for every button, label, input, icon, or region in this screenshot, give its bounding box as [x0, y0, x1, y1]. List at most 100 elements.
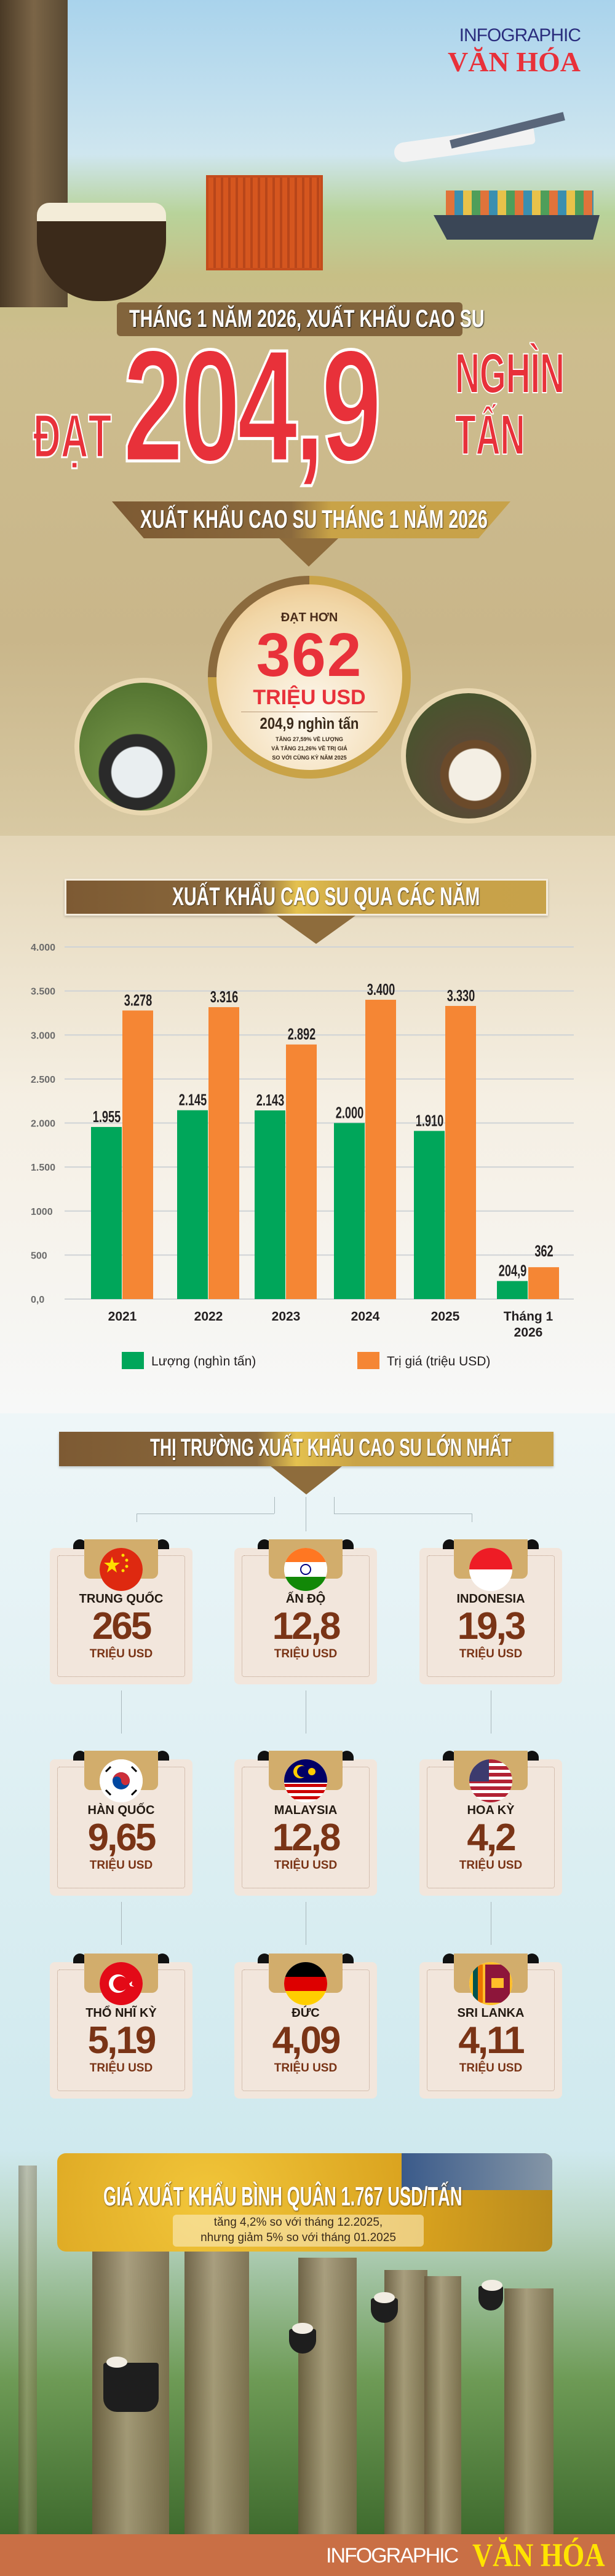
legend-label: Trị giá (triệu USD) [387, 1354, 490, 1368]
indonesia-flag-icon [469, 1548, 512, 1591]
growth-note-1: TĂNG 27,59% VỀ LƯỢNG [276, 736, 343, 742]
x-tick-label: 2021 [108, 1310, 137, 1324]
market-card: MALAYSIA 12,8 TRIỆU USD [234, 1751, 377, 1896]
month-volume: 204,9 nghìn tấn [260, 714, 359, 732]
data-label: 2.145 [179, 1091, 207, 1109]
cargo-ship-image [434, 190, 600, 246]
y-tick-label: 3.000 [31, 1031, 55, 1041]
month-value: 362 [256, 621, 363, 689]
y-tick-label: 500 [31, 1251, 47, 1261]
market-unit: TRIỆU USD [89, 1647, 153, 1660]
data-label: 1.955 [93, 1108, 121, 1126]
latex-photo-right [401, 688, 536, 823]
market-card: HÀN QUỐC 9,65 TRIỆU USD [50, 1751, 192, 1896]
footer-brand-top-line: INFOGRAPHIC [326, 2544, 459, 2567]
market-country: INDONESIA [456, 1592, 525, 1606]
markets-banner-arrow [271, 1466, 342, 1494]
bar-volume [91, 1126, 122, 1299]
growth-note-3: SO VỚI CÙNG KỲ NĂM 2025 [272, 755, 347, 761]
y-tick-label: 2.000 [31, 1119, 55, 1129]
reach-label: ĐẠT HƠN [280, 611, 338, 624]
bar-value [208, 1007, 239, 1299]
bar-volume [255, 1110, 285, 1299]
market-card: INDONESIA 19,3 TRIỆU USD [419, 1539, 562, 1684]
x-tick-label: Tháng 1 [504, 1310, 554, 1324]
bar-value [122, 1010, 153, 1299]
data-label: 3.330 [447, 987, 475, 1005]
bar-value [365, 999, 396, 1299]
bar-value [528, 1267, 559, 1299]
data-label: 2.143 [256, 1091, 285, 1109]
month-banner-arrow [279, 538, 338, 567]
market-country: ĐỨC [292, 2006, 320, 2020]
market-unit: TRIỆU USD [459, 1647, 523, 1660]
market-value: 265 [92, 1605, 152, 1647]
srilanka-flag-icon [469, 1962, 512, 2005]
market-country: THỔ NHĨ KỲ [85, 2006, 157, 2020]
y-tick-label: 3.500 [31, 987, 55, 997]
hero-value: 204,9 [122, 317, 383, 495]
y-tick-label: 1000 [31, 1207, 53, 1217]
latex-photo-left [74, 678, 212, 815]
legend-swatch [122, 1352, 144, 1369]
y-tick-label: 1.500 [31, 1163, 55, 1173]
market-unit: TRIỆU USD [89, 2062, 153, 2075]
market-unit: TRIỆU USD [459, 2062, 523, 2075]
market-country: SRI LANKA [457, 2006, 525, 2020]
market-value: 12,8 [272, 1605, 341, 1647]
brand-name: VĂN HÓA [448, 46, 581, 77]
brand-top-line: INFOGRAPHIC [459, 25, 581, 45]
hero-subtitle-bar [117, 302, 462, 336]
x-tick-label: 2023 [272, 1310, 301, 1324]
y-tick-label: 2.500 [31, 1075, 55, 1085]
market-value: 5,19 [87, 2019, 157, 2062]
market-value: 19,3 [457, 1605, 526, 1647]
market-card: TRUNG QUỐC 265 TRIỆU USD [50, 1539, 192, 1684]
turkey-flag-icon [100, 1962, 143, 2005]
x-tick-label: 2022 [194, 1310, 223, 1324]
x-tick-label: 2024 [351, 1310, 380, 1324]
market-value: 12,8 [272, 1816, 341, 1859]
bar-value [445, 1005, 476, 1299]
price-title: GIÁ XUẤT KHẨU BÌNH QUÂN 1.767 USD/TẤN [103, 2181, 462, 2212]
x-tick-label: 2025 [431, 1310, 460, 1324]
market-value: 4,11 [458, 2019, 525, 2062]
market-value: 9,65 [87, 1816, 157, 1859]
market-country: TRUNG QUỐC [79, 1592, 164, 1606]
chart-banner-title: XUẤT KHẨU CAO SU QUA CÁC NĂM [172, 882, 480, 911]
value-circle: ĐẠT HƠN 362 TRIỆU USD 204,9 nghìn tấn TĂ… [208, 576, 411, 779]
x-tick-label: 2026 [514, 1325, 543, 1340]
growth-note-2: VÀ TĂNG 21,26% VỀ TRỊ GIÁ [271, 745, 347, 752]
data-label: 362 [534, 1242, 553, 1260]
shipping-container-image [206, 175, 323, 270]
month-unit: TRIỆU USD [253, 686, 366, 709]
market-country: HOA KỲ [467, 1804, 515, 1817]
chart-banner [65, 879, 548, 916]
hero-section: INFOGRAPHIC VĂN HÓA THÁNG 1 NĂM 2026, XU… [0, 0, 615, 344]
market-country: MALAYSIA [274, 1804, 338, 1817]
brand-logo: INFOGRAPHIC VĂN HÓA [439, 25, 581, 77]
y-tick-label: 4.000 [31, 943, 55, 953]
hero-unit-line2: TẤN [454, 404, 525, 466]
market-unit: TRIỆU USD [274, 1647, 338, 1660]
bar-volume [414, 1131, 445, 1299]
month-banner [112, 501, 510, 538]
market-value: 4,09 [272, 2019, 341, 2062]
bar-volume [334, 1123, 365, 1299]
bar-value [286, 1044, 317, 1299]
footer: INFOGRAPHIC VĂN HÓA [0, 2534, 615, 2576]
markets-banner-title: THỊ TRƯỜNG XUẤT KHẨU CAO SU LỚN NHẤT [150, 1434, 512, 1461]
india-flag-icon [284, 1548, 327, 1591]
usa-flag-icon [469, 1759, 512, 1802]
month-banner-title: XUẤT KHẨU CAO SU THÁNG 1 NĂM 2026 [140, 505, 488, 533]
hero-prefix: ĐẠT [33, 402, 112, 471]
chart-banner-arrow [277, 916, 355, 944]
market-country: HÀN QUỐC [87, 1804, 155, 1817]
germany-flag-icon [284, 1962, 327, 2005]
price-note-box: tăng 4,2% so với tháng 12.2025, nhưng gi… [173, 2215, 424, 2247]
korea-flag-icon [100, 1759, 143, 1802]
data-label: 1.910 [416, 1112, 444, 1129]
data-label: 3.278 [124, 991, 153, 1009]
bar-chart: 0,0 500 1000 1.500 2.000 2.500 3.000 3.500 4.000… [31, 943, 574, 1369]
china-flag-icon [100, 1548, 143, 1591]
